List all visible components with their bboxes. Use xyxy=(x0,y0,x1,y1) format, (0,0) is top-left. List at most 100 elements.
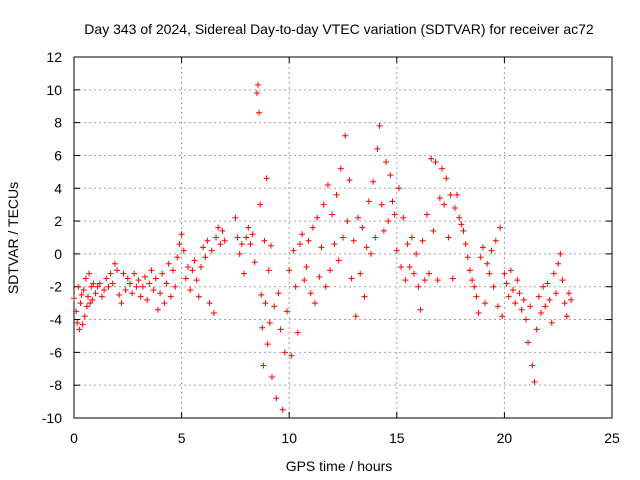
data-point xyxy=(430,227,437,234)
data-point xyxy=(267,242,274,249)
data-point xyxy=(387,172,394,179)
y-tick-label: 0 xyxy=(54,246,62,262)
data-point xyxy=(316,273,323,280)
data-point xyxy=(408,234,415,241)
data-point xyxy=(105,283,112,290)
data-point xyxy=(261,237,268,244)
data-point xyxy=(182,275,189,282)
data-point xyxy=(157,290,164,297)
data-point xyxy=(79,321,86,328)
data-point xyxy=(101,287,108,294)
data-point xyxy=(172,283,179,290)
data-point xyxy=(525,339,532,346)
x-tick-label: 20 xyxy=(497,430,513,446)
data-point xyxy=(75,283,82,290)
data-point xyxy=(193,277,200,284)
data-point xyxy=(264,341,271,348)
data-point xyxy=(404,241,411,248)
data-point xyxy=(451,204,458,211)
data-point xyxy=(103,275,110,282)
data-point xyxy=(516,290,523,297)
data-point xyxy=(107,270,114,277)
y-tick-label: -6 xyxy=(50,344,63,360)
x-axis-label: GPS time / hours xyxy=(286,458,393,474)
data-point xyxy=(374,145,381,152)
data-point xyxy=(256,109,263,116)
data-point xyxy=(501,270,508,277)
data-point xyxy=(385,218,392,225)
data-point xyxy=(337,165,344,172)
data-point xyxy=(434,277,441,284)
plot-frame xyxy=(73,56,613,419)
data-point xyxy=(191,257,198,264)
data-point xyxy=(303,264,310,271)
data-point xyxy=(258,291,265,298)
data-point xyxy=(350,237,357,244)
data-point xyxy=(380,227,387,234)
data-point xyxy=(342,132,349,139)
data-point xyxy=(139,283,146,290)
data-point xyxy=(445,234,452,241)
x-tick-label: 0 xyxy=(70,430,78,446)
data-point xyxy=(232,214,239,221)
data-point xyxy=(120,270,127,277)
data-point xyxy=(421,277,428,284)
data-point xyxy=(146,280,153,287)
data-point xyxy=(460,227,467,234)
data-point xyxy=(335,257,342,264)
data-point xyxy=(529,362,536,369)
data-point xyxy=(550,270,557,277)
data-point xyxy=(456,214,463,221)
data-point xyxy=(346,177,353,184)
data-point xyxy=(215,224,222,231)
data-point xyxy=(561,300,568,307)
data-point xyxy=(245,224,252,231)
data-point xyxy=(114,267,121,274)
data-point xyxy=(327,267,334,274)
data-point xyxy=(557,250,564,257)
data-point xyxy=(510,287,517,294)
data-point xyxy=(318,244,325,251)
data-point xyxy=(454,191,461,198)
data-point xyxy=(279,406,286,413)
data-point xyxy=(548,319,555,326)
data-point xyxy=(118,300,125,307)
data-point xyxy=(273,395,280,402)
data-point xyxy=(494,303,501,310)
data-point xyxy=(479,244,486,251)
data-point xyxy=(520,296,527,303)
data-point xyxy=(84,293,91,300)
data-point xyxy=(324,181,331,188)
data-point xyxy=(344,218,351,225)
data-point xyxy=(74,319,81,326)
data-point xyxy=(473,293,480,300)
data-point xyxy=(436,195,443,202)
data-point xyxy=(238,241,245,248)
data-point xyxy=(288,352,295,359)
data-point xyxy=(266,319,273,326)
data-point xyxy=(540,283,547,290)
data-point xyxy=(359,224,366,231)
y-tick-label: 4 xyxy=(54,180,62,196)
data-point xyxy=(260,362,267,369)
data-point xyxy=(263,175,270,182)
data-point xyxy=(83,303,90,310)
data-point xyxy=(185,264,192,271)
chart-title: Day 343 of 2024, Sidereal Day-to-day VTE… xyxy=(84,21,594,37)
data-point xyxy=(312,300,319,307)
data-point xyxy=(71,295,77,302)
y-tick-label: -8 xyxy=(50,377,63,393)
data-point xyxy=(219,227,226,234)
data-point xyxy=(262,300,269,307)
data-point xyxy=(174,254,181,261)
data-point xyxy=(189,267,196,274)
data-point xyxy=(78,291,85,298)
data-point xyxy=(253,90,260,97)
data-point xyxy=(73,308,80,315)
data-point xyxy=(542,303,549,310)
data-point xyxy=(221,237,228,244)
data-point xyxy=(202,254,209,261)
x-tick-label: 10 xyxy=(281,430,297,446)
data-point xyxy=(402,277,409,284)
